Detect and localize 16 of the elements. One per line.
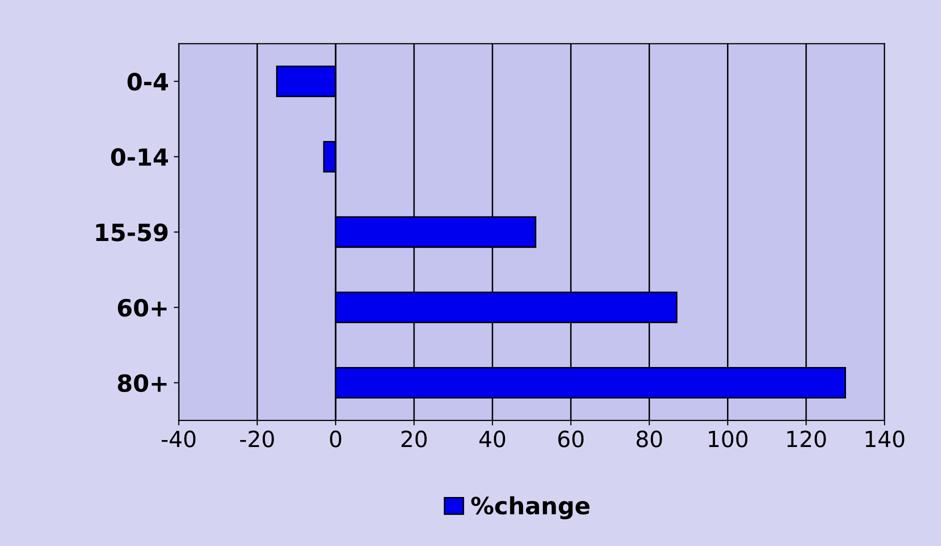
x-tick-label: 0 [330, 430, 342, 448]
x-tick-label: -20 [240, 430, 274, 448]
y-tick-label: 0-4 [128, 72, 168, 91]
y-tick-label: 15-59 [96, 224, 168, 242]
x-tick-label: 80 [636, 430, 662, 448]
x-tick-label: 120 [787, 430, 826, 448]
y-tick-label: 0-14 [111, 148, 168, 166]
x-tick-label: 60 [558, 430, 584, 448]
x-tick-label: -40 [162, 430, 196, 448]
legend-label: %change [471, 496, 590, 520]
x-tick-label: 20 [402, 430, 427, 448]
y-tick-label: 80+ [118, 374, 167, 392]
y-tick-label: 60+ [118, 298, 167, 317]
x-tick-label: 100 [708, 430, 748, 448]
x-tick-label: 140 [866, 430, 904, 448]
x-tick-label: 40 [479, 430, 506, 448]
